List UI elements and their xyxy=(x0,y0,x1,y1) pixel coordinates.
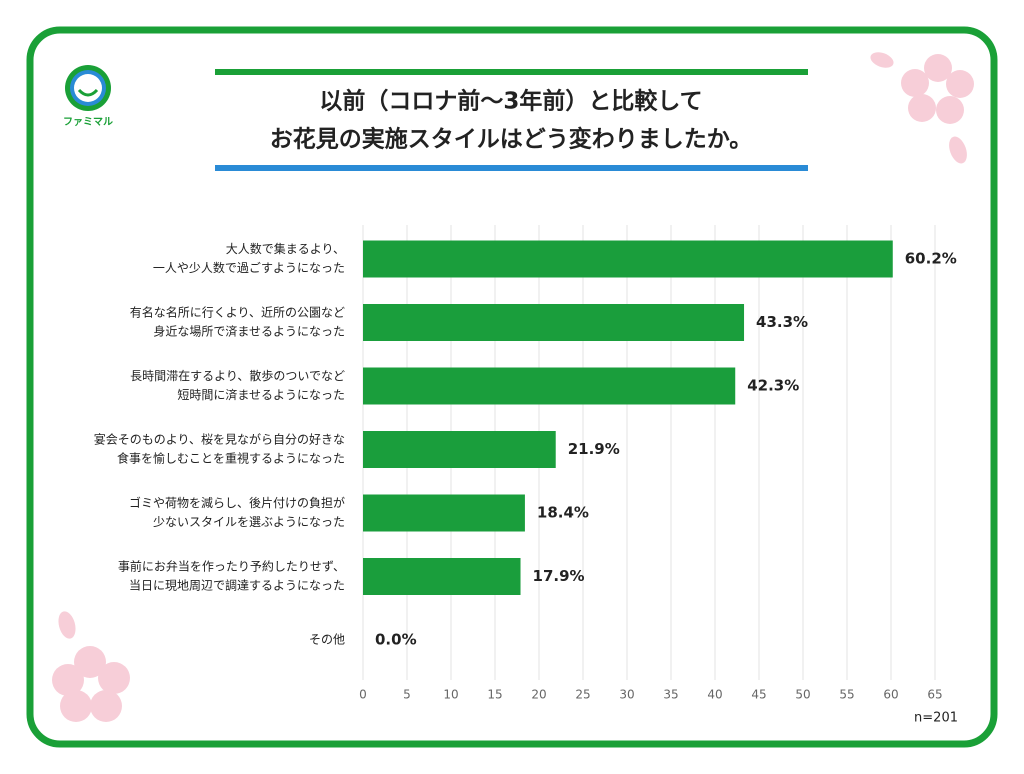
category-label: 短時間に済ませるようになった xyxy=(177,387,345,402)
category-label: 事前にお弁当を作ったり予約したりせず、 xyxy=(118,559,345,574)
bar xyxy=(363,431,556,468)
bar xyxy=(363,240,893,278)
value-label: 60.2% xyxy=(905,250,957,268)
category-label: 宴会そのものより、桜を見ながら自分の好きな xyxy=(94,432,345,447)
x-tick-label: 50 xyxy=(795,688,810,702)
x-tick-label: 0 xyxy=(359,688,367,702)
x-tick-label: 45 xyxy=(751,688,766,702)
value-label: 21.9% xyxy=(568,440,620,458)
bar xyxy=(363,494,525,532)
title-rule-bottom xyxy=(215,165,808,171)
category-label: 食事を愉しむことを重視するようになった xyxy=(117,451,345,466)
title-rule-top xyxy=(215,69,808,75)
sample-size-note: n=201 xyxy=(914,711,958,726)
value-label: 43.3% xyxy=(756,313,808,331)
bar xyxy=(363,304,745,341)
x-tick-label: 60 xyxy=(883,688,898,702)
category-label: 身近な場所で済ませるようになった xyxy=(153,324,345,339)
category-label: 長時間滞在するより、散歩のついでなど xyxy=(130,368,345,383)
category-label: その他 xyxy=(309,633,345,647)
sakura-bottom-left xyxy=(52,611,130,722)
x-tick-label: 10 xyxy=(443,688,458,702)
category-label: 一人や少人数で過ごすようになった xyxy=(153,260,345,275)
chart-title: お花見の実施スタイルはどう変わりましたか。 xyxy=(270,126,753,153)
x-tick-label: 30 xyxy=(619,688,634,702)
x-tick-label: 40 xyxy=(707,688,722,702)
category-label: 少ないスタイルを選ぶようになった xyxy=(153,515,345,529)
x-tick-label: 25 xyxy=(575,688,590,702)
value-label: 18.4% xyxy=(537,504,589,522)
sakura-top-right xyxy=(870,52,974,164)
value-label: 42.3% xyxy=(747,377,799,395)
x-tick-label: 35 xyxy=(663,688,678,702)
value-label: 17.9% xyxy=(533,567,585,585)
logo: ファミマル xyxy=(63,65,113,128)
x-tick-label: 65 xyxy=(927,688,942,702)
bar xyxy=(363,367,736,405)
category-label: ゴミや荷物を減らし、後片付けの負担が xyxy=(129,495,345,510)
frame xyxy=(26,26,998,748)
x-tick-label: 5 xyxy=(403,688,411,702)
category-label: 有名な名所に行くより、近所の公園など xyxy=(130,305,345,320)
logo-text: ファミマル xyxy=(63,116,113,128)
category-label: 大人数で集まるより、 xyxy=(226,241,345,256)
chart-title: 以前（コロナ前〜3年前）と比較して xyxy=(319,88,702,115)
value-label: 0.0% xyxy=(375,631,417,649)
x-tick-label: 55 xyxy=(839,688,854,702)
category-label: 当日に現地周辺で調達するようになった xyxy=(129,579,345,593)
bar xyxy=(363,558,521,595)
x-tick-label: 20 xyxy=(531,688,546,702)
x-tick-label: 15 xyxy=(487,688,502,702)
